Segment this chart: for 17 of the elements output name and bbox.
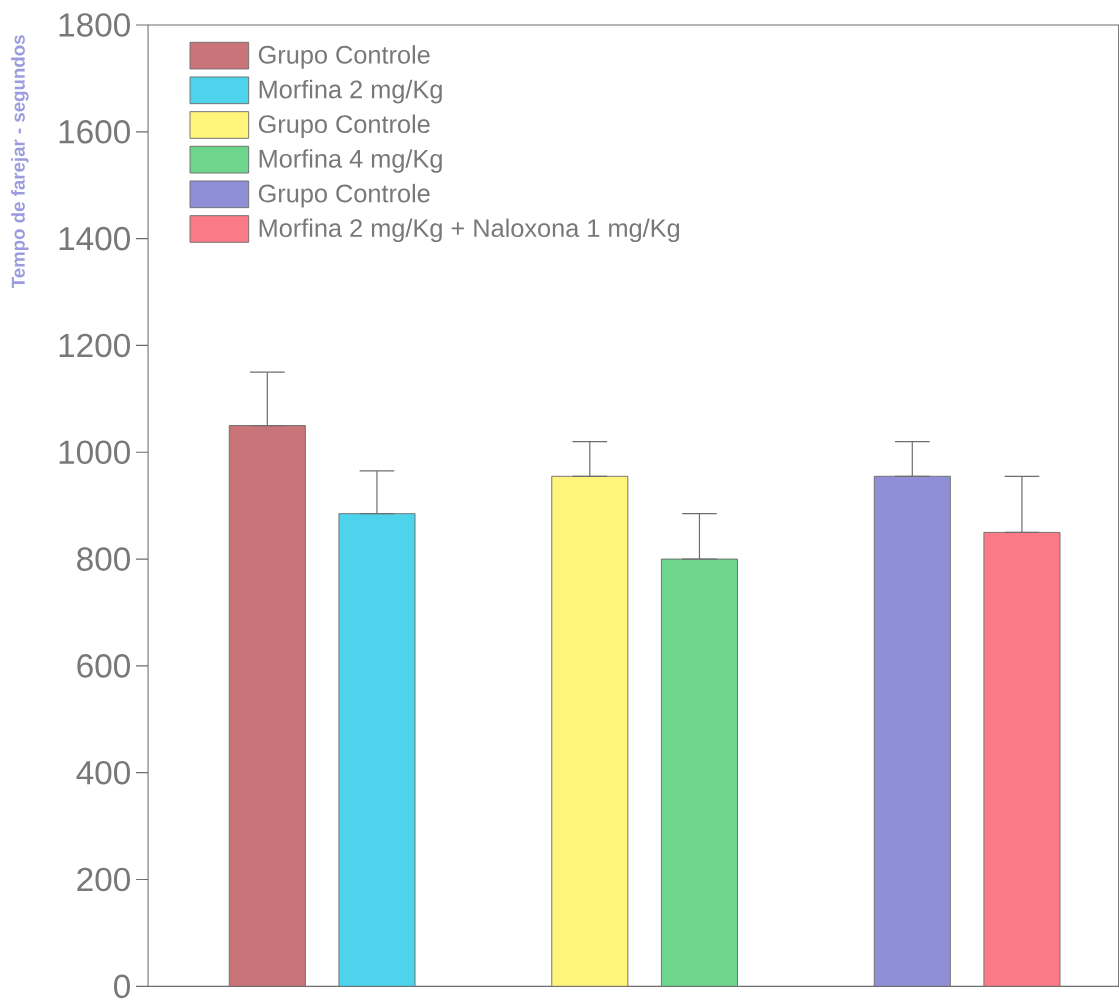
y-axis-title: Tempo de farejar - segundos <box>11 35 29 289</box>
annotation: Grupo Controle <box>258 114 430 139</box>
annotation: Morfina 2 mg/Kg + Naloxona 1 mg/Kg <box>259 218 680 243</box>
y-tick-label: 1400 <box>59 226 130 251</box>
annotation: Grupo Controle <box>258 45 430 69</box>
y-tick-label: 0 <box>114 974 130 999</box>
annotation: Morfina 2 mg/Kg <box>259 79 442 104</box>
y-tick-label: 800 <box>77 547 130 571</box>
y-tick-label: 1600 <box>59 120 130 144</box>
y-tick-label: 1200 <box>59 333 130 358</box>
y-tick-label: 400 <box>76 760 130 785</box>
y-tick-label: 1800 <box>59 13 130 37</box>
y-tick-label: 600 <box>77 654 130 678</box>
annotation: Grupo Controle <box>258 183 430 208</box>
y-tick-label: 1000 <box>59 440 130 465</box>
annotation: Morfina 4 mg/Kg <box>259 149 442 173</box>
y-tick-label: 200 <box>77 867 130 892</box>
